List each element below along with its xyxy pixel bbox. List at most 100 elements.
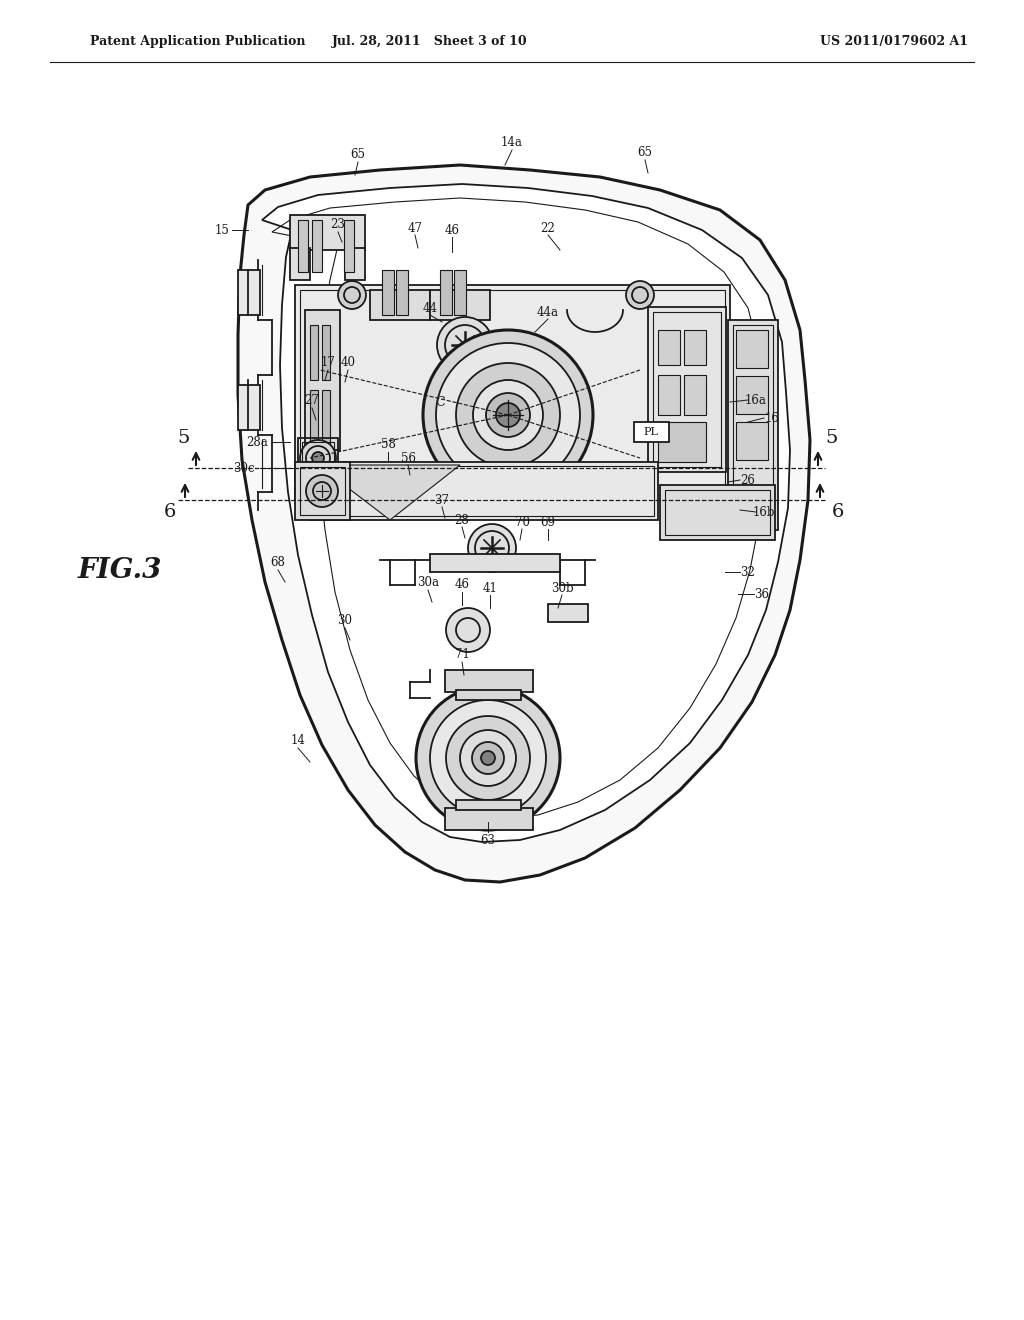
Bar — [298, 438, 338, 478]
Bar — [445, 808, 534, 830]
Text: 44: 44 — [423, 301, 437, 314]
Bar — [456, 690, 521, 700]
Text: 65: 65 — [638, 145, 652, 158]
Text: 16b: 16b — [753, 506, 775, 519]
Circle shape — [430, 700, 546, 816]
Bar — [684, 375, 706, 414]
Bar — [728, 319, 778, 531]
Bar — [300, 467, 345, 515]
Text: US 2011/0179602 A1: US 2011/0179602 A1 — [820, 36, 968, 49]
Bar — [396, 271, 408, 315]
Bar — [312, 220, 322, 272]
Bar — [382, 271, 394, 315]
Circle shape — [437, 317, 493, 374]
Circle shape — [446, 715, 530, 800]
Bar — [736, 422, 768, 459]
Polygon shape — [238, 165, 810, 882]
Circle shape — [312, 451, 324, 465]
Circle shape — [486, 393, 530, 437]
Text: 71: 71 — [455, 648, 469, 661]
Bar — [684, 330, 706, 366]
Circle shape — [446, 609, 490, 652]
Circle shape — [481, 751, 495, 766]
Bar — [658, 375, 680, 414]
Text: C: C — [435, 396, 444, 408]
Circle shape — [423, 330, 593, 500]
Bar — [548, 605, 588, 622]
Text: 36: 36 — [755, 587, 769, 601]
Text: 40: 40 — [341, 355, 355, 368]
Circle shape — [306, 475, 338, 507]
Polygon shape — [262, 183, 790, 842]
Bar — [322, 325, 330, 380]
Bar — [653, 312, 721, 467]
Text: 41: 41 — [482, 582, 498, 594]
Text: 5: 5 — [825, 429, 839, 447]
Circle shape — [496, 403, 520, 426]
Circle shape — [468, 524, 516, 572]
Bar — [298, 220, 308, 272]
Text: 15: 15 — [215, 223, 229, 236]
Text: 6: 6 — [831, 503, 844, 521]
Bar — [345, 248, 365, 280]
Bar — [736, 330, 768, 368]
Bar — [310, 389, 318, 445]
Bar — [305, 310, 340, 450]
Circle shape — [300, 440, 336, 477]
Text: 14a: 14a — [501, 136, 523, 149]
Text: 22: 22 — [541, 222, 555, 235]
Text: 63: 63 — [480, 833, 496, 846]
Text: 5: 5 — [178, 429, 190, 447]
Bar — [733, 325, 773, 525]
Bar — [456, 800, 521, 810]
Text: 30a: 30a — [417, 576, 439, 589]
Bar — [634, 422, 669, 442]
Bar — [430, 290, 490, 319]
Bar — [440, 271, 452, 315]
Text: 30c: 30c — [233, 462, 255, 474]
Text: PL: PL — [643, 426, 658, 437]
Bar — [648, 308, 726, 473]
Text: 46: 46 — [444, 223, 460, 236]
Text: 30b: 30b — [551, 582, 573, 594]
Circle shape — [473, 380, 543, 450]
Text: Patent Application Publication: Patent Application Publication — [90, 36, 305, 49]
Text: 32: 32 — [740, 565, 756, 578]
Text: 70: 70 — [514, 516, 529, 528]
Circle shape — [472, 742, 504, 774]
Bar — [310, 462, 658, 520]
Bar — [430, 554, 560, 572]
Text: 56: 56 — [400, 451, 416, 465]
Text: 17: 17 — [321, 355, 336, 368]
Bar — [310, 325, 318, 380]
Polygon shape — [318, 465, 460, 520]
Bar — [322, 389, 330, 445]
Text: FIG.3: FIG.3 — [78, 557, 163, 583]
Bar — [295, 462, 350, 520]
Bar — [290, 248, 310, 280]
Text: 27: 27 — [304, 393, 319, 407]
Text: 37: 37 — [434, 494, 450, 507]
Bar — [290, 215, 365, 249]
Text: 16a: 16a — [745, 393, 767, 407]
Circle shape — [436, 343, 580, 487]
Text: 28: 28 — [455, 513, 469, 527]
Text: 46: 46 — [455, 578, 469, 591]
Bar — [314, 466, 654, 516]
Text: 23: 23 — [331, 219, 345, 231]
Text: 30: 30 — [338, 614, 352, 627]
Text: 6: 6 — [164, 503, 176, 521]
Circle shape — [416, 686, 560, 830]
Text: 16: 16 — [765, 412, 779, 425]
Bar — [295, 285, 730, 500]
Bar — [660, 484, 775, 540]
Text: 14: 14 — [291, 734, 305, 747]
Circle shape — [456, 363, 560, 467]
Circle shape — [338, 281, 366, 309]
Bar — [658, 422, 706, 462]
Text: 68: 68 — [270, 556, 286, 569]
Bar — [302, 442, 334, 474]
Text: 65: 65 — [350, 149, 366, 161]
Text: 28a: 28a — [246, 436, 268, 449]
Text: 47: 47 — [408, 222, 423, 235]
